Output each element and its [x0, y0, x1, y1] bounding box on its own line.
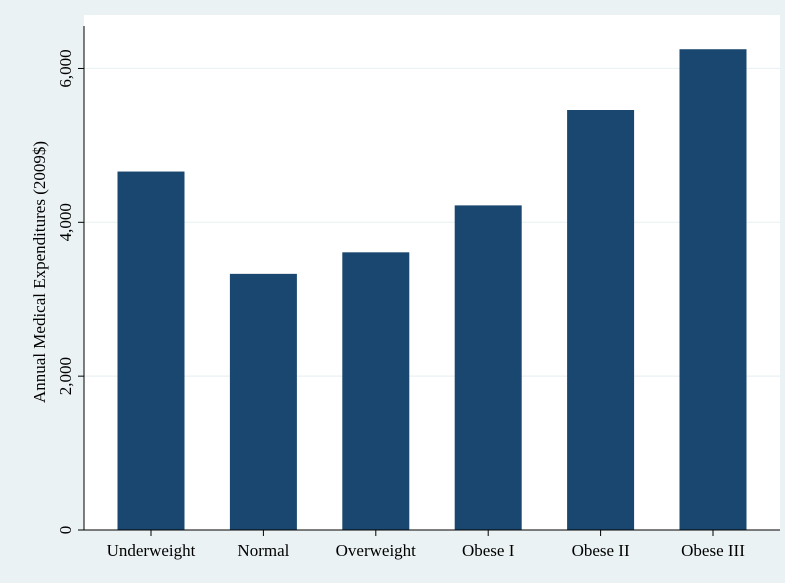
- bar: [229, 273, 297, 530]
- x-tick-label: Obese I: [462, 541, 515, 560]
- y-axis-label: Annual Medical Expenditures (2009$): [30, 141, 49, 403]
- y-axis-ticks: 0 2,000 4,000 6,000: [56, 49, 84, 534]
- x-tick-label: Overweight: [336, 541, 417, 560]
- bars: [117, 49, 747, 531]
- bar: [117, 171, 185, 531]
- y-tick-label: 0: [56, 526, 75, 535]
- gridlines: [84, 67, 780, 377]
- x-tick-label: Obese III: [681, 541, 745, 560]
- x-tick-label: Obese II: [572, 541, 630, 560]
- x-axis-ticks: Underweight Normal Overweight Obese I Obese …: [107, 530, 745, 560]
- x-tick-label: Underweight: [107, 541, 196, 560]
- bar: [679, 49, 747, 530]
- bar: [342, 252, 410, 531]
- plot-area-background: [84, 15, 780, 530]
- bar: [454, 205, 522, 530]
- y-tick-label: 6,000: [56, 49, 75, 87]
- y-tick-label: 2,000: [56, 357, 75, 395]
- y-tick-label: 4,000: [56, 203, 75, 241]
- bar: [567, 110, 635, 530]
- x-tick-label: Normal: [237, 541, 289, 560]
